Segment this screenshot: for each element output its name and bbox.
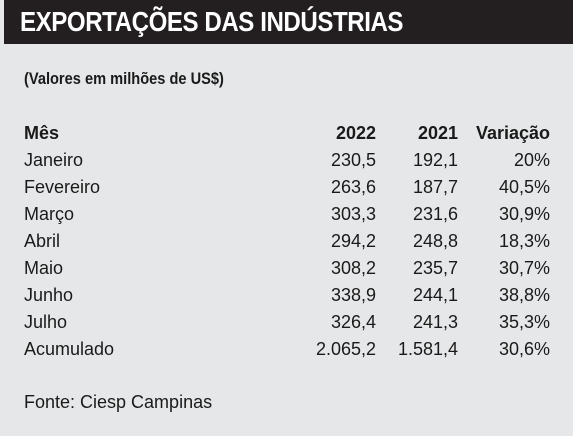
table-row: Junho 338,9 244,1 38,8% [24, 282, 550, 309]
title-bar [4, 0, 573, 44]
cell-2022: 294,2 [330, 231, 376, 251]
cell-variation: 20% [513, 150, 550, 170]
table-row: Fevereiro 263,6 187,7 40,5% [24, 174, 550, 201]
cell-2022: 263,6 [330, 177, 376, 197]
page-title: EXPORTAÇÕES DAS INDÚSTRIAS [20, 6, 404, 37]
cell-month: Julho [24, 312, 68, 332]
cell-month: Abril [24, 231, 61, 251]
table-row: Março 303,3 231,6 30,9% [24, 201, 550, 228]
table-row: Acumulado 2.065,2 1.581,4 30,6% [24, 336, 550, 363]
cell-2021: 192,1 [412, 150, 458, 170]
cell-variation: 30,7% [498, 258, 550, 278]
table-row: Janeiro 230,5 192,1 20% [24, 147, 550, 174]
column-header-2021: 2021 [417, 123, 458, 143]
table-panel [4, 44, 573, 436]
table-row: Julho 326,4 241,3 35,3% [24, 309, 550, 336]
cell-month: Maio [24, 258, 64, 278]
table-row: Abril 294,2 248,8 18,3% [24, 228, 550, 255]
cell-2022: 326,4 [330, 312, 376, 332]
table-header: Mês 2022 2021 Variação [24, 120, 550, 147]
cell-2022: 303,3 [330, 204, 376, 224]
cell-month: Fevereiro [24, 177, 101, 197]
column-header-2022: 2022 [335, 123, 376, 143]
cell-2022: 308,2 [330, 258, 376, 278]
cell-2021: 231,6 [412, 204, 458, 224]
cell-month: Janeiro [24, 150, 84, 170]
cell-2021: 244,1 [412, 285, 458, 305]
cell-2022: 2.065,2 [315, 339, 376, 359]
column-header-variation: Variação [475, 123, 550, 143]
cell-month: Junho [24, 285, 74, 305]
table-row: Maio 308,2 235,7 30,7% [24, 255, 550, 282]
table-body: Janeiro 230,5 192,1 20% Fevereiro 263,6 187,7 4… [24, 147, 550, 363]
cell-variation: 35,3% [498, 312, 550, 332]
cell-2021: 235,7 [412, 258, 458, 278]
cell-variation: 40,5% [498, 177, 550, 197]
exports-table: Mês 2022 2021 Variação Janeiro 230,5 192,1… [24, 120, 550, 363]
cell-month: Março [24, 204, 75, 224]
cell-variation: 38,8% [498, 285, 550, 305]
cell-month: Acumulado [24, 339, 115, 359]
cell-variation: 30,6% [498, 339, 550, 359]
cell-2021: 1.581,4 [397, 339, 458, 359]
cell-2021: 187,7 [412, 177, 458, 197]
cell-2022: 338,9 [330, 285, 376, 305]
cell-2021: 241,3 [412, 312, 458, 332]
cell-2022: 230,5 [330, 150, 376, 170]
cell-variation: 30,9% [498, 204, 550, 224]
source-note: Fonte: Ciesp Campinas [24, 392, 213, 412]
table-subtitle: (Valores em milhões de US$) [24, 69, 224, 88]
header-row: Mês 2022 2021 Variação [24, 120, 550, 147]
column-header-month: Mês [24, 123, 60, 143]
cell-2021: 248,8 [412, 231, 458, 251]
cell-variation: 18,3% [498, 231, 550, 251]
